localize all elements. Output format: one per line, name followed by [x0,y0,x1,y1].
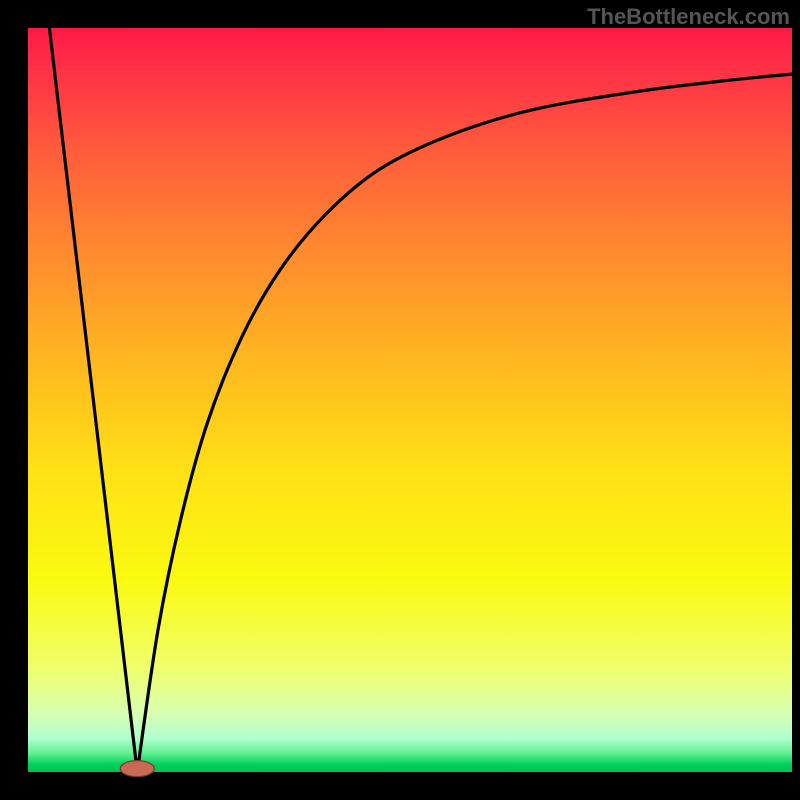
chart-container: TheBottleneck.com [0,0,800,800]
plot-background [28,28,792,772]
optimum-marker [120,761,154,777]
bottleneck-chart [0,0,800,800]
watermark-label: TheBottleneck.com [587,4,790,30]
